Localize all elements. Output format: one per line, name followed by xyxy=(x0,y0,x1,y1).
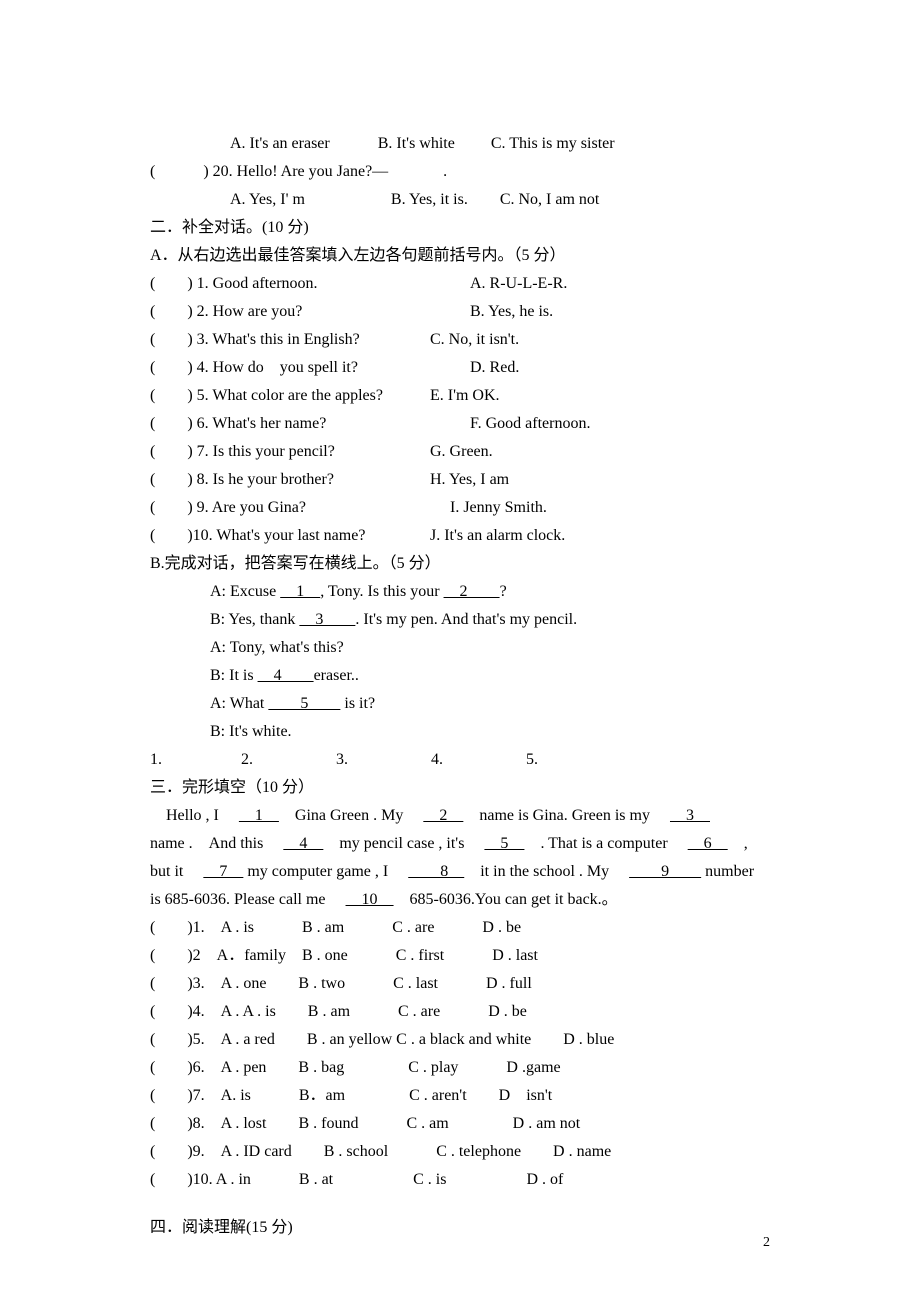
match-left: ( ) 6. What's her name? xyxy=(150,410,470,438)
q19-optC: C. This is my sister xyxy=(491,135,615,152)
q20-options: A. Yes, I' m B. Yes, it is. C. No, I am … xyxy=(150,186,780,214)
match-row: ( ) 4. How do you spell it?D. Red. xyxy=(150,354,780,382)
cloze-option-row: ( )3. A . one B . two C . last D . full xyxy=(150,970,780,998)
dialog-line4: B: It is 4 eraser.. xyxy=(150,662,780,690)
cloze-option-row: ( )6. A . pen B . bag C . play D .game xyxy=(150,1054,780,1082)
match-right: B. Yes, he is. xyxy=(470,298,553,326)
dialog-line2: B: Yes, thank 3 . It's my pen. And that'… xyxy=(150,606,780,634)
cloze-options: ( )1. A . is B . am C . are D . be( )2 A… xyxy=(150,914,780,1194)
cloze-option-row: ( )8. A . lost B . found C . am D . am n… xyxy=(150,1110,780,1138)
cloze-option-row: ( )10. A . in B . at C . is D . of xyxy=(150,1166,780,1194)
cloze-option-row: ( )7. A. is B．am C . aren't D isn't xyxy=(150,1082,780,1110)
q20-optB: B. Yes, it is. xyxy=(391,191,468,208)
match-left: ( ) 2. How are you? xyxy=(150,298,470,326)
answer-blanks: 1. 2. 3. 4. 5. xyxy=(150,746,780,774)
match-row: ( ) 1. Good afternoon.A. R-U-L-E-R. xyxy=(150,270,780,298)
match-row: ( ) 7. Is this your pencil?G. Green. xyxy=(150,438,780,466)
match-row: ( ) 2. How are you?B. Yes, he is. xyxy=(150,298,780,326)
section3-title: 三．完形填空（10 分） xyxy=(150,774,780,802)
match-right: E. I'm OK. xyxy=(430,382,500,410)
match-right: C. No, it isn't. xyxy=(430,326,519,354)
match-left: ( ) 7. Is this your pencil? xyxy=(150,438,430,466)
match-right: G. Green. xyxy=(430,438,493,466)
match-right: D. Red. xyxy=(470,354,519,382)
q20-optA: A. Yes, I' m xyxy=(230,191,305,208)
dialog-line1: A: Excuse 1 , Tony. Is this your 2 ? xyxy=(150,578,780,606)
cloze-p3: but it 7 my computer game , I 8 it in th… xyxy=(150,858,780,886)
q19-optA: A. It's an eraser xyxy=(230,135,330,152)
cloze-option-row: ( )5. A . a red B . an yellow C . a blac… xyxy=(150,1026,780,1054)
q20-question: ( ) 20. Hello! Are you Jane?—. xyxy=(150,158,780,186)
q20-optC: C. No, I am not xyxy=(500,191,600,208)
cloze-option-row: ( )4. A . A . is B . am C . are D . be xyxy=(150,998,780,1026)
dialog-line6: B: It's white. xyxy=(150,718,780,746)
dialog-blank5[interactable]: 5 xyxy=(268,695,340,712)
q19-options: A. It's an eraser B. It's white C. This … xyxy=(150,130,780,158)
match-right: A. R-U-L-E-R. xyxy=(470,270,567,298)
match-left: ( ) 4. How do you spell it? xyxy=(150,354,470,382)
section2-partB-title: B.完成对话，把答案写在横线上。（5 分） xyxy=(150,550,780,578)
section4-title: 四．阅读理解(15 分) xyxy=(150,1214,780,1242)
match-right: F. Good afternoon. xyxy=(470,410,590,438)
dialog-blank2[interactable]: 2 xyxy=(444,583,500,600)
match-row: ( )10. What's your last name?J. It's an … xyxy=(150,522,780,550)
q19-optB: B. It's white xyxy=(378,135,455,152)
match-left: ( ) 1. Good afternoon. xyxy=(150,270,470,298)
cloze-option-row: ( )1. A . is B . am C . are D . be xyxy=(150,914,780,942)
match-left: ( ) 9. Are you Gina? xyxy=(150,494,450,522)
q20-prefix: ( ) 20. Hello! Are you Jane?— xyxy=(150,163,388,180)
match-row: ( ) 9. Are you Gina?I. Jenny Smith. xyxy=(150,494,780,522)
dialog-blank4[interactable]: 4 xyxy=(258,667,314,684)
match-right: J. It's an alarm clock. xyxy=(430,522,565,550)
cloze-option-row: ( )9. A . ID card B . school C . telepho… xyxy=(150,1138,780,1166)
match-row: ( ) 5. What color are the apples?E. I'm … xyxy=(150,382,780,410)
cloze-p4: is 685-6036. Please call me 10 685-6036.… xyxy=(150,886,780,914)
cloze-p1: Hello , I 1 Gina Green . My 2 name is Gi… xyxy=(150,802,780,830)
section2-title: 二．补全对话。(10 分) xyxy=(150,214,780,242)
cloze-option-row: ( )2 A．family B . one C . first D . last xyxy=(150,942,780,970)
match-list: ( ) 1. Good afternoon.A. R-U-L-E-R.( ) 2… xyxy=(150,270,780,550)
match-row: ( ) 8. Is he your brother?H. Yes, I am xyxy=(150,466,780,494)
dialog-blank1[interactable]: 1 xyxy=(280,583,320,600)
section2-partA-title: A．从右边选出最佳答案填入左边各句题前括号内。（5 分） xyxy=(150,242,780,270)
dialog-line5: A: What 5 is it? xyxy=(150,690,780,718)
dialog-line3: A: Tony, what's this? xyxy=(150,634,780,662)
match-left: ( ) 8. Is he your brother? xyxy=(150,466,430,494)
match-left: ( ) 5. What color are the apples? xyxy=(150,382,430,410)
match-left: ( )10. What's your last name? xyxy=(150,522,430,550)
q20-suffix: . xyxy=(443,163,447,180)
match-row: ( ) 6. What's her name?F. Good afternoon… xyxy=(150,410,780,438)
dialog-blank3[interactable]: 3 xyxy=(299,611,355,628)
cloze-p2: name . And this 4 my pencil case , it's … xyxy=(150,830,780,858)
page-number: 2 xyxy=(763,1231,770,1256)
match-row: ( ) 3. What's this in English?C. No, it … xyxy=(150,326,780,354)
match-right: H. Yes, I am xyxy=(430,466,509,494)
match-left: ( ) 3. What's this in English? xyxy=(150,326,430,354)
match-right: I. Jenny Smith. xyxy=(450,494,547,522)
